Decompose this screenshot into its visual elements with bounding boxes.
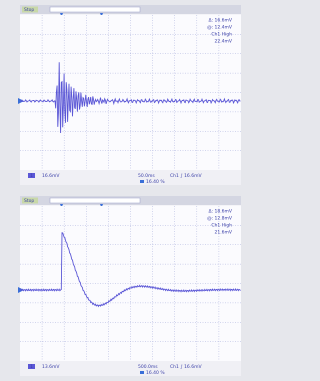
timebase: 50.0ms bbox=[138, 173, 155, 179]
channel: 1 bbox=[30, 173, 33, 179]
readout: Δ: 18.6mV bbox=[208, 209, 232, 215]
readout: Δ: 16.6mV bbox=[208, 18, 232, 24]
readout: Ch1 High bbox=[211, 32, 232, 38]
readout: @: 12.8mV bbox=[207, 216, 233, 222]
status: Stop bbox=[24, 198, 34, 204]
readout: @: 12.4mV bbox=[207, 25, 233, 31]
channel: 1 bbox=[30, 364, 33, 370]
position-icon bbox=[140, 180, 144, 183]
readout: Ch1 High bbox=[211, 223, 232, 229]
scale: 13.6mV bbox=[42, 364, 60, 370]
scale: 16.6mV bbox=[42, 173, 60, 179]
readout: 22.4mV bbox=[215, 39, 233, 45]
timebase: 500.0ms bbox=[138, 364, 158, 370]
trigger: Ch1 ∫ 16.6mV bbox=[170, 364, 202, 370]
readout: 21.6mV bbox=[215, 230, 233, 236]
trigger: Ch1 ∫ 16.6mV bbox=[170, 173, 202, 179]
position: 16.40 % bbox=[146, 370, 165, 376]
position-icon bbox=[140, 371, 144, 374]
status: Stop bbox=[24, 7, 34, 13]
position: 16.40 % bbox=[146, 179, 165, 185]
record-bar bbox=[50, 198, 140, 203]
record-bar bbox=[50, 7, 140, 12]
